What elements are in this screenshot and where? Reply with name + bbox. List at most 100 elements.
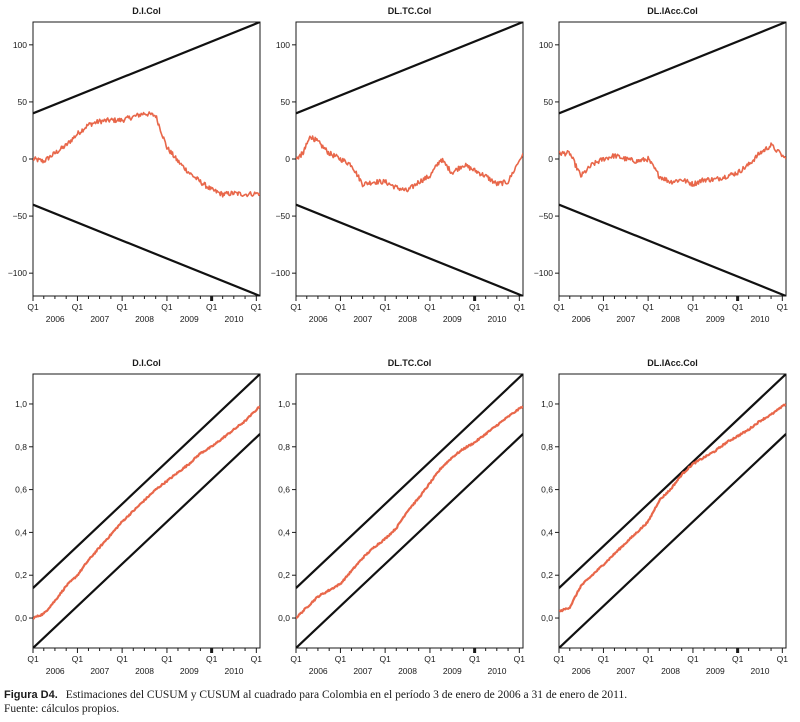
axis-marker (210, 648, 214, 653)
y-tick-label: 1,0 (541, 399, 553, 409)
lower-bound-line (296, 433, 523, 648)
x-tick-label: Q1 (290, 654, 302, 664)
upper-bound-line (559, 374, 786, 589)
year-label: 2008 (398, 666, 417, 676)
x-tick-label: Q1 (335, 654, 347, 664)
x-tick-label: Q1 (251, 302, 263, 312)
year-label: 2008 (135, 314, 154, 324)
year-label: 2009 (706, 314, 725, 324)
y-tick-label: 100 (276, 40, 290, 50)
upper-bound-line (296, 22, 523, 115)
cusum-series-line (33, 111, 260, 198)
cusum-series-line (296, 135, 523, 193)
upper-bound-line (33, 22, 260, 115)
year-label: 2009 (180, 666, 199, 676)
y-tick-label: 50 (544, 97, 554, 107)
plot-frame (295, 21, 524, 297)
y-tick-label: 0 (22, 154, 27, 164)
cusum-series-line (296, 405, 523, 620)
caption-label: Figura D4. (4, 689, 58, 701)
chart-panel-2: DL.TC.Col −100 −50 0 50 100 Q1 Q1 Q1 Q1 Q1 Q1 2006 20… (271, 6, 525, 324)
x-tick-label: Q1 (732, 302, 744, 312)
axis-marker (736, 296, 740, 301)
y-tick-label: 100 (13, 40, 27, 50)
chart-panel-6: DL.IAcc.Col 0,0 0,2 0,4 0,6 0,8 1,0 Q1 Q1 Q1 Q1 Q1 Q… (541, 358, 788, 676)
y-tick-label: 0,0 (541, 613, 553, 623)
cusum-series-line (559, 403, 786, 613)
y-tick-label: −50 (539, 211, 554, 221)
plot-frame (295, 373, 524, 649)
caption-text: Estimaciones del CUSUM y CUSUM al cuadra… (65, 689, 628, 701)
axis-marker (473, 296, 477, 301)
x-tick-label: Q1 (642, 302, 654, 312)
year-label: 2010 (488, 314, 507, 324)
y-tick-label: 0,0 (278, 613, 290, 623)
upper-bound-line (33, 374, 260, 589)
year-label: 2007 (616, 314, 635, 324)
chart-title: DL.TC.Col (388, 6, 432, 16)
y-tick-label: −100 (534, 268, 553, 278)
y-tick-label: 0,8 (15, 442, 27, 452)
year-label: 2007 (353, 314, 372, 324)
year-label: 2007 (90, 666, 109, 676)
x-tick-label: Q1 (290, 302, 302, 312)
year-label: 2008 (661, 314, 680, 324)
y-tick-label: 0 (548, 154, 553, 164)
year-label: 2008 (398, 314, 417, 324)
lower-bound-line (559, 203, 786, 296)
plot-frame (32, 373, 261, 649)
x-tick-label: Q1 (553, 302, 565, 312)
x-tick-label: Q1 (206, 302, 218, 312)
chart-title: D.I.Col (132, 6, 161, 16)
plot-frame (558, 21, 787, 297)
x-tick-label: Q1 (424, 654, 436, 664)
year-label: 2008 (661, 666, 680, 676)
cusum-series-line (559, 142, 786, 187)
chart-title: DL.IAcc.Col (647, 358, 698, 368)
y-tick-label: 100 (539, 40, 553, 50)
chart-panel-1: D.I.Col −100 −50 0 50 100 Q1 Q1 Q1 Q1 Q1 Q1 2006 2007… (8, 6, 262, 324)
y-tick-label: −100 (271, 268, 290, 278)
year-label: 2006 (46, 314, 65, 324)
y-tick-label: 0,4 (541, 527, 553, 537)
x-tick-label: Q1 (72, 654, 84, 664)
chart-panel-3: DL.IAcc.Col −100 −50 0 50 100 Q1 Q1 Q1 Q1 Q1 Q1 2006… (534, 6, 788, 324)
chart-title: DL.TC.Col (388, 358, 432, 368)
x-tick-label: Q1 (469, 302, 481, 312)
x-tick-label: Q1 (161, 654, 173, 664)
x-tick-label: Q1 (379, 654, 391, 664)
cusum-series-line (33, 405, 260, 620)
lower-bound-line (296, 203, 523, 296)
x-tick-label: Q1 (424, 302, 436, 312)
y-tick-label: 1,0 (15, 399, 27, 409)
x-tick-label: Q1 (469, 654, 481, 664)
year-label: 2006 (309, 666, 328, 676)
x-tick-label: Q1 (27, 302, 39, 312)
year-label: 2010 (751, 666, 770, 676)
y-tick-label: 50 (281, 97, 291, 107)
figure-caption: Figura D4. Estimaciones del CUSUM y CUSUM… (4, 688, 796, 716)
y-tick-label: 0,2 (278, 570, 290, 580)
x-tick-label: Q1 (687, 302, 699, 312)
year-label: 2009 (443, 666, 462, 676)
x-tick-label: Q1 (161, 302, 173, 312)
x-tick-label: Q1 (116, 654, 128, 664)
x-tick-label: Q1 (514, 302, 526, 312)
x-tick-label: Q1 (777, 654, 789, 664)
year-label: 2006 (309, 314, 328, 324)
year-label: 2007 (616, 666, 635, 676)
y-tick-label: 1,0 (278, 399, 290, 409)
year-label: 2010 (225, 666, 244, 676)
lower-bound-line (559, 433, 786, 648)
y-tick-label: 0,2 (541, 570, 553, 580)
x-tick-label: Q1 (553, 654, 565, 664)
y-tick-label: 0,6 (15, 485, 27, 495)
year-label: 2009 (706, 666, 725, 676)
year-label: 2006 (572, 314, 591, 324)
year-label: 2010 (225, 314, 244, 324)
y-tick-label: 0,4 (15, 527, 27, 537)
y-tick-label: 0,8 (541, 442, 553, 452)
x-tick-label: Q1 (598, 654, 610, 664)
cusum-figure: D.I.Col −100 −50 0 50 100 Q1 Q1 Q1 Q1 Q1 Q1 2006 2007… (8, 6, 788, 676)
plot-frame (32, 21, 261, 297)
